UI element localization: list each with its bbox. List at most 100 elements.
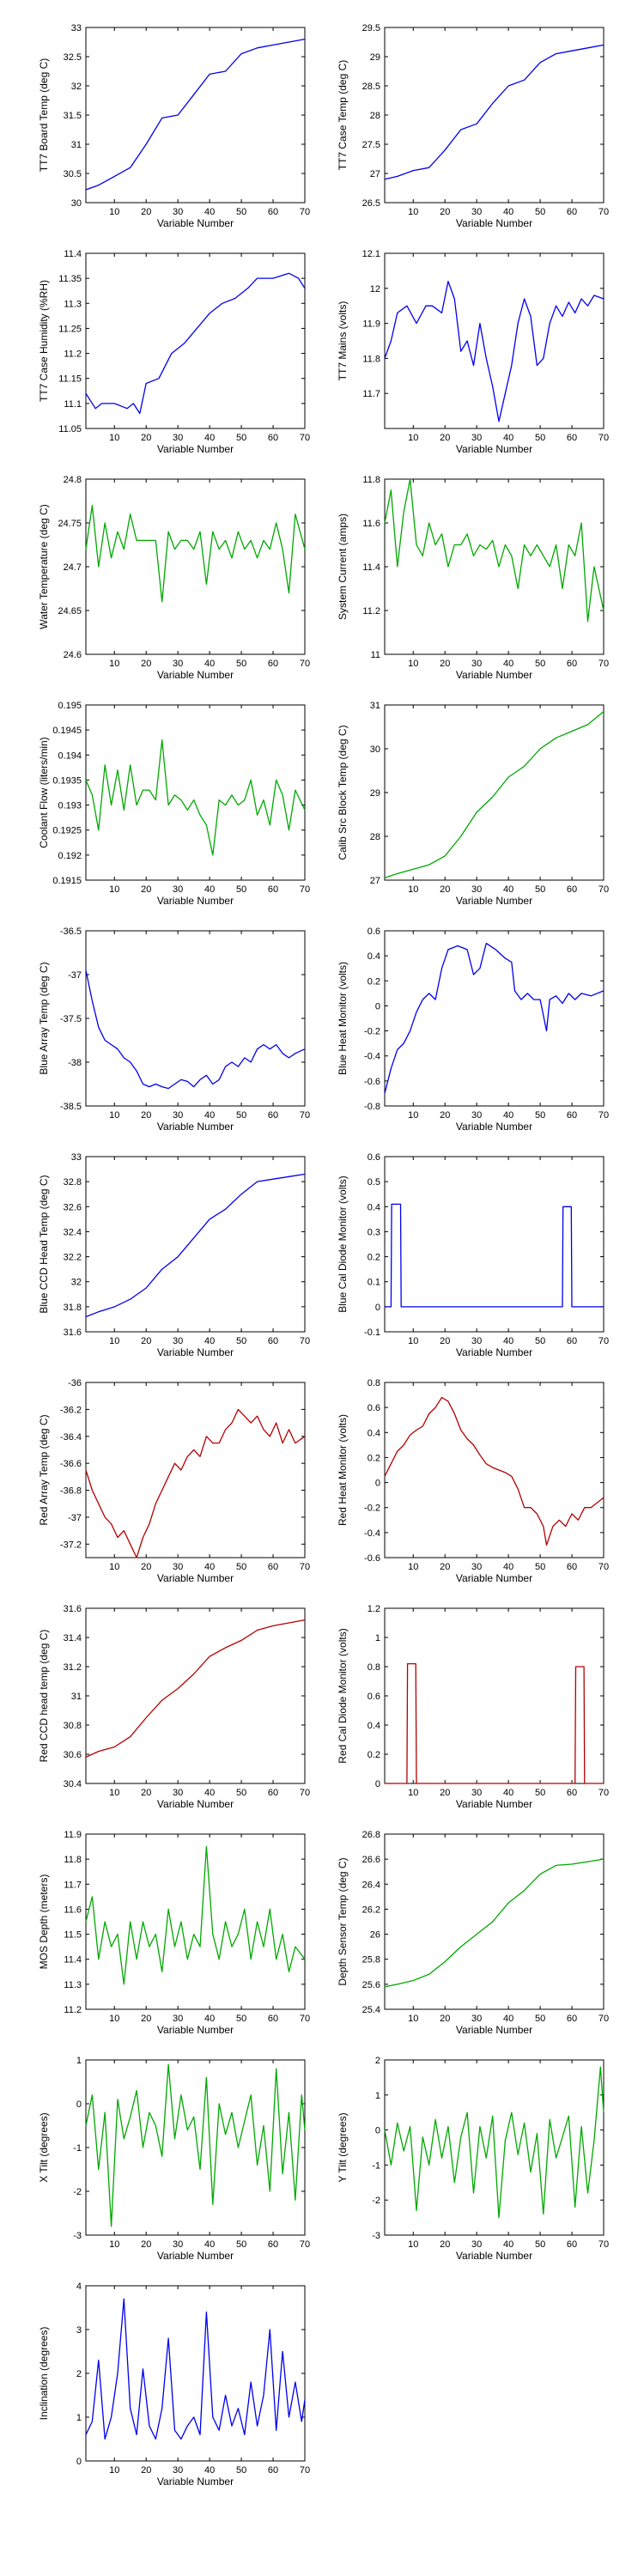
x-tick-label: 10 [408,1110,418,1121]
x-tick-label: 10 [109,1336,119,1346]
x-tick-label: 60 [268,207,278,217]
x-tick-label: 30 [173,659,183,669]
plot-frame [85,2285,306,2462]
y-tick-label: 11.4 [362,562,380,573]
y-tick-label: 32.2 [64,1253,82,1263]
y-tick-label: 1 [375,1633,380,1643]
x-tick-label: 20 [440,1110,450,1121]
y-tick-label: 11.8 [362,475,380,485]
series-line [384,1396,605,1546]
plot-frame [85,1607,306,1784]
series-line [85,1619,306,1758]
y-tick-label: 11.5 [64,1930,82,1941]
x-tick-label: 20 [141,1562,151,1572]
x-tick-label: 50 [535,433,545,443]
x-tick-label: 20 [141,1788,151,1798]
y-tick-label: 11.7 [362,389,380,399]
x-axis-label: Variable Number [456,1798,532,1810]
x-axis-label: Variable Number [456,2024,532,2036]
y-tick-label: 0.1925 [52,826,82,836]
y-tick-label: -38.5 [60,1102,82,1112]
y-tick-label: 30.4 [64,1779,82,1789]
y-tick-label: 31.8 [64,1303,82,1313]
x-axis-label: Variable Number [456,895,532,907]
x-axis-label: Variable Number [456,217,532,229]
y-tick-label: 11.4 [64,249,82,259]
x-tick-label: 50 [236,433,246,443]
y-axis-label: Red CCD head temp (deg C) [38,1630,50,1763]
chart-21: 0 1 2 3 4 10 20 30 40 50 60 70 Variable Number Inclin… [38,2281,310,2488]
x-tick-label: 40 [503,1336,513,1346]
plot-frame [85,252,306,429]
y-tick-label: 11.8 [64,1855,82,1865]
x-tick-label: 40 [204,659,215,669]
y-axis-label: Calib Src Block Temp (deg C) [337,725,349,860]
chart-2: 26.5 27 27.5 28 28.5 29 29.5 10 20 30 40 50 60 70 Vari… [337,23,609,229]
series-line [384,44,605,180]
y-tick-label: 11.25 [58,324,82,334]
y-tick-label: 0.8 [368,1378,380,1388]
x-tick-label: 40 [503,1788,513,1798]
chart-19: -3 -2 -1 0 1 10 20 30 40 50 60 70 Variable Number X T… [38,2056,310,2262]
x-tick-label: 40 [204,2014,215,2024]
y-tick-label: 11.15 [58,374,82,385]
series-line [85,272,306,415]
plot-frame [384,1833,605,2010]
y-tick-label: 0.4 [368,951,380,962]
y-tick-label: 32.5 [64,52,82,63]
plot-frame [384,27,605,204]
y-tick-label: 0.4 [368,1428,380,1438]
x-tick-label: 50 [236,1110,246,1121]
x-tick-label: 30 [173,1562,183,1572]
y-tick-label: 11.2 [64,2005,82,2015]
x-tick-label: 40 [503,2239,513,2250]
y-tick-label: 0.5 [368,1177,380,1188]
x-tick-label: 70 [598,207,609,217]
x-tick-label: 20 [440,1336,450,1346]
x-tick-label: 50 [535,1788,545,1798]
x-axis-label: Variable Number [157,1572,234,1584]
y-tick-label: 26.6 [362,1855,380,1865]
x-tick-label: 70 [598,1562,609,1572]
chart-3: 11.05 11.1 11.15 11.2 11.25 11.3 11.35 11.4 10 20… [38,249,310,455]
y-tick-label: 12.1 [362,249,380,259]
x-tick-label: 40 [204,2239,215,2250]
y-axis-label: TT7 Board Temp (deg C) [38,58,50,173]
x-tick-label: 20 [440,207,450,217]
x-tick-label: 60 [268,1562,278,1572]
x-tick-label: 60 [567,1110,577,1121]
y-tick-label: 30.6 [64,1750,82,1760]
plot-frame [85,2059,306,2236]
x-tick-label: 10 [408,884,418,895]
y-tick-label: 0.4 [368,1721,380,1731]
y-tick-label: 11.1 [64,399,82,410]
series-line [85,969,306,1090]
y-tick-label: -0.8 [364,1102,380,1112]
y-axis-label: System Current (amps) [337,513,349,620]
y-tick-label: 32 [71,1278,82,1288]
x-tick-label: 10 [109,433,119,443]
x-tick-label: 20 [440,2239,450,2250]
x-tick-label: 20 [440,659,450,669]
y-axis-label: Coolant Flow (liters/min) [38,737,50,848]
y-tick-label: 0.1915 [52,876,82,886]
y-axis-label: TT7 Case Temp (deg C) [337,60,349,171]
x-tick-label: 30 [471,659,482,669]
y-tick-label: 0.194 [58,750,82,761]
chart-15: 30.4 30.6 30.8 31 31.2 31.4 31.6 10 20 30 40 50 60 70… [38,1604,310,1810]
y-tick-label: 25.4 [362,2005,380,2015]
x-tick-label: 60 [268,1110,278,1121]
x-tick-label: 50 [535,1110,545,1121]
y-tick-label: 0.6 [368,1403,380,1413]
y-tick-label: 30.8 [64,1721,82,1731]
y-tick-label: 25.6 [362,1980,380,1990]
plot-frame [384,930,605,1107]
x-tick-label: 70 [300,659,310,669]
x-tick-label: 70 [598,2014,609,2024]
x-axis-label: Variable Number [157,669,234,681]
y-tick-label: 28.5 [362,82,380,92]
y-tick-label: 31.4 [64,1633,82,1643]
y-tick-label: 4 [76,2281,82,2292]
x-tick-label: 70 [598,884,609,895]
chart-5: 24.6 24.65 24.7 24.75 24.8 10 20 30 40 50 60 70 Vari… [38,475,310,681]
